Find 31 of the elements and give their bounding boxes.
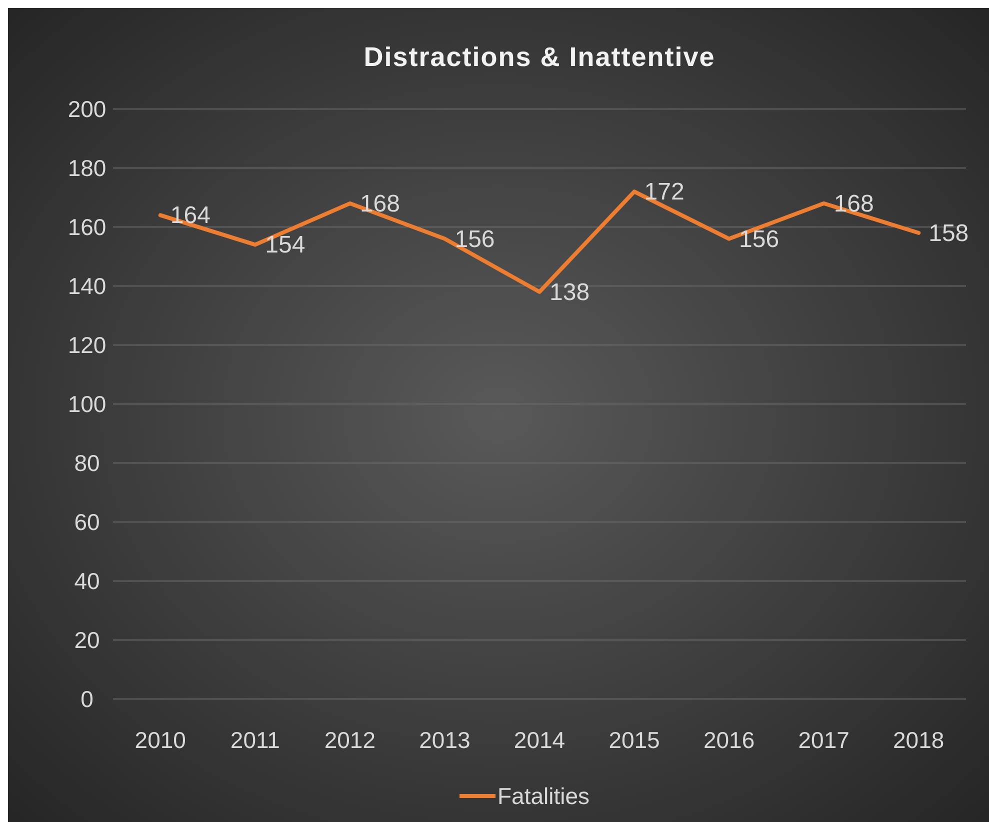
y-tick-label: 20 [74,627,100,653]
x-tick-label: 2018 [893,727,944,753]
data-label: 156 [739,226,780,253]
data-label: 168 [834,190,874,218]
x-tick-label: 2016 [703,727,755,753]
data-label: 138 [550,278,590,306]
y-tick-label: 0 [80,686,94,712]
y-tick-label: 180 [68,155,106,181]
x-tick-label: 2010 [134,727,186,753]
chart-title: Distractions & Inattentive [364,42,716,72]
data-label: 158 [928,220,969,247]
y-tick-label: 120 [68,332,106,358]
y-tick-label: 40 [74,568,100,594]
x-tick-label: 2015 [608,727,660,753]
y-tick-label: 160 [68,214,106,240]
data-label: 172 [644,178,684,206]
data-label: 154 [265,232,306,259]
y-tick-label: 140 [68,273,106,299]
y-tick-label: 200 [68,96,106,122]
legend-label: Fatalities [498,783,590,809]
y-tick-label: 60 [74,509,100,535]
data-label: 164 [170,202,210,230]
data-label: 156 [454,226,495,253]
y-tick-label: 100 [68,391,106,417]
x-tick-label: 2017 [798,727,850,753]
y-tick-label: 80 [74,450,100,476]
x-tick-label: 2012 [324,727,376,753]
x-tick-label: 2014 [514,727,566,753]
x-tick-label: 2013 [419,727,470,753]
x-tick-label: 2011 [230,727,280,753]
data-label: 168 [360,190,400,218]
